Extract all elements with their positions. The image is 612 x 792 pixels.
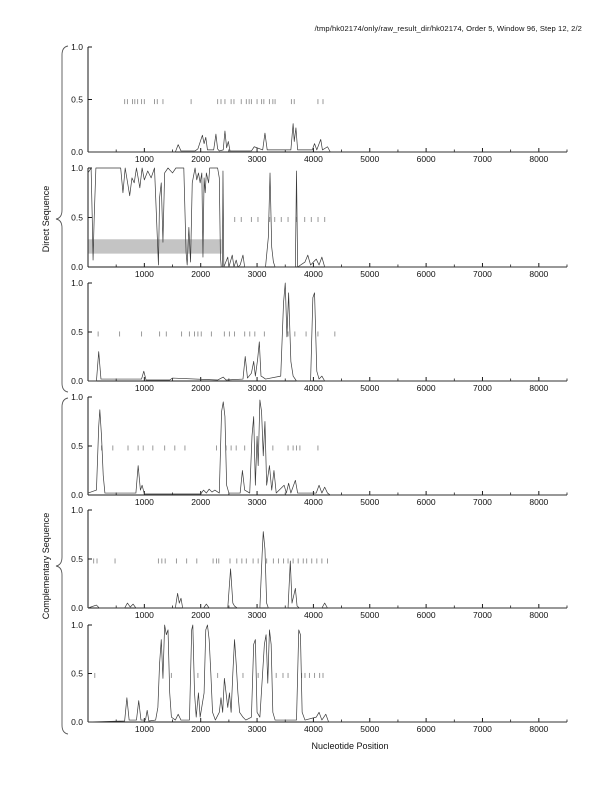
direct-sequence-brace xyxy=(55,45,69,393)
x-tick-label: 6000 xyxy=(417,497,436,507)
x-tick-label: 3000 xyxy=(248,610,267,620)
complementary-sequence-brace xyxy=(55,397,69,735)
x-tick-label: 7000 xyxy=(473,269,492,279)
x-tick-label: 2000 xyxy=(191,610,210,620)
x-tick-label: 8000 xyxy=(529,497,548,507)
x-tick-label: 3000 xyxy=(248,269,267,279)
x-tick-label: 6000 xyxy=(417,724,436,734)
x-tick-label: 5000 xyxy=(360,724,379,734)
y-tick-label: 0.0 xyxy=(71,376,83,386)
probability-curve xyxy=(87,167,567,268)
y-tick-label: 0.0 xyxy=(71,603,83,613)
x-tick-label: 2000 xyxy=(191,269,210,279)
x-tick-label: 8000 xyxy=(529,383,548,393)
x-tick-label: 1000 xyxy=(135,383,154,393)
x-tick-label: 1000 xyxy=(135,610,154,620)
x-tick-label: 3000 xyxy=(248,154,267,164)
codon-markers xyxy=(101,445,319,451)
y-tick-label: 0.5 xyxy=(71,95,83,105)
y-tick-label: 0.0 xyxy=(71,717,83,727)
complementary-sequence-label: Complementary Sequence xyxy=(41,512,51,620)
x-tick-label: 7000 xyxy=(473,724,492,734)
y-tick-label: 1.0 xyxy=(71,42,83,52)
x-tick-label: 2000 xyxy=(191,724,210,734)
probability-curve xyxy=(87,624,567,723)
x-tick-label: 2000 xyxy=(191,383,210,393)
x-tick-label: 5000 xyxy=(360,154,379,164)
x-tick-label: 8000 xyxy=(529,610,548,620)
x-tick-label: 6000 xyxy=(417,383,436,393)
x-tick-label: 1000 xyxy=(135,724,154,734)
codon-markers xyxy=(97,331,336,337)
panel-direct-frame-2: 0.0 0.5 1.0 1000 2000 3000 4000 5000 6000 7000 800… xyxy=(71,163,568,279)
y-tick-label: 0.5 xyxy=(71,213,83,223)
coding-region-bar xyxy=(88,239,222,254)
x-tick-label: 5000 xyxy=(360,269,379,279)
x-axis-label: Nucleotide Position xyxy=(0,741,612,751)
x-tick-label: 4000 xyxy=(304,269,323,279)
y-tick-label: 0.0 xyxy=(71,147,83,157)
y-tick-label: 0.0 xyxy=(71,262,83,272)
probability-curve xyxy=(87,399,567,496)
codon-markers xyxy=(124,99,324,105)
x-tick-label: 6000 xyxy=(417,610,436,620)
y-tick-label: 1.0 xyxy=(71,620,83,630)
x-tick-label: 8000 xyxy=(529,724,548,734)
x-tick-label: 6000 xyxy=(417,154,436,164)
x-tick-label: 5000 xyxy=(360,610,379,620)
x-tick-label: 7000 xyxy=(473,497,492,507)
panel-direct-frame-1: 0.0 0.5 1.0 1000 2000 3000 4000 5000 6000 7000 800… xyxy=(71,42,568,164)
y-tick-label: 0.5 xyxy=(71,441,83,451)
x-tick-label: 7000 xyxy=(473,154,492,164)
x-tick-label: 1000 xyxy=(135,154,154,164)
x-tick-label: 1000 xyxy=(135,269,154,279)
codon-markers xyxy=(94,672,324,678)
y-tick-label: 0.0 xyxy=(71,490,83,500)
x-tick-label: 4000 xyxy=(304,610,323,620)
y-tick-label: 1.0 xyxy=(71,163,83,173)
x-tick-label: 3000 xyxy=(248,724,267,734)
codon-markers xyxy=(93,558,328,564)
x-tick-label: 4000 xyxy=(304,497,323,507)
x-tick-label: 2000 xyxy=(191,497,210,507)
x-axis-label-text: Nucleotide Position xyxy=(311,741,389,751)
x-tick-label: 4000 xyxy=(304,154,323,164)
y-tick-label: 1.0 xyxy=(71,392,83,402)
x-tick-label: 8000 xyxy=(529,154,548,164)
x-tick-label: 7000 xyxy=(473,610,492,620)
x-tick-label: 3000 xyxy=(248,383,267,393)
codon-markers xyxy=(234,216,326,222)
probability-curve xyxy=(88,123,567,153)
plot-title: /tmp/hk02174/only/raw_result_dir/hk02174… xyxy=(314,24,582,33)
probability-curve xyxy=(88,282,567,382)
panel-complementary-frame-1: 0.0 0.5 1.0 1000 2000 3000 4000 5000 6000 7000 800… xyxy=(71,392,568,507)
direct-sequence-label: Direct Sequence xyxy=(41,185,51,253)
x-tick-label: 4000 xyxy=(304,724,323,734)
x-tick-label: 3000 xyxy=(248,497,267,507)
x-tick-label: 7000 xyxy=(473,383,492,393)
y-tick-label: 0.5 xyxy=(71,669,83,679)
y-tick-label: 1.0 xyxy=(71,278,83,288)
panel-complementary-frame-2: 0.0 0.5 1.0 1000 2000 3000 4000 5000 6000 7000 800… xyxy=(71,505,568,620)
x-tick-label: 2000 xyxy=(191,154,210,164)
probability-curve xyxy=(87,531,567,609)
y-tick-label: 1.0 xyxy=(71,505,83,515)
y-tick-label: 0.5 xyxy=(71,554,83,564)
x-tick-label: 4000 xyxy=(304,383,323,393)
panel-direct-frame-3: 0.0 0.5 1.0 1000 2000 3000 4000 5000 6000 7000 800… xyxy=(71,278,568,393)
x-tick-label: 5000 xyxy=(360,383,379,393)
y-tick-label: 0.5 xyxy=(71,327,83,337)
panel-complementary-frame-3: 0.0 0.5 1.0 1000 2000 3000 4000 5000 6000 7000 800… xyxy=(71,620,568,734)
x-tick-label: 8000 xyxy=(529,269,548,279)
x-tick-label: 5000 xyxy=(360,497,379,507)
x-tick-label: 6000 xyxy=(417,269,436,279)
x-tick-label: 1000 xyxy=(135,497,154,507)
